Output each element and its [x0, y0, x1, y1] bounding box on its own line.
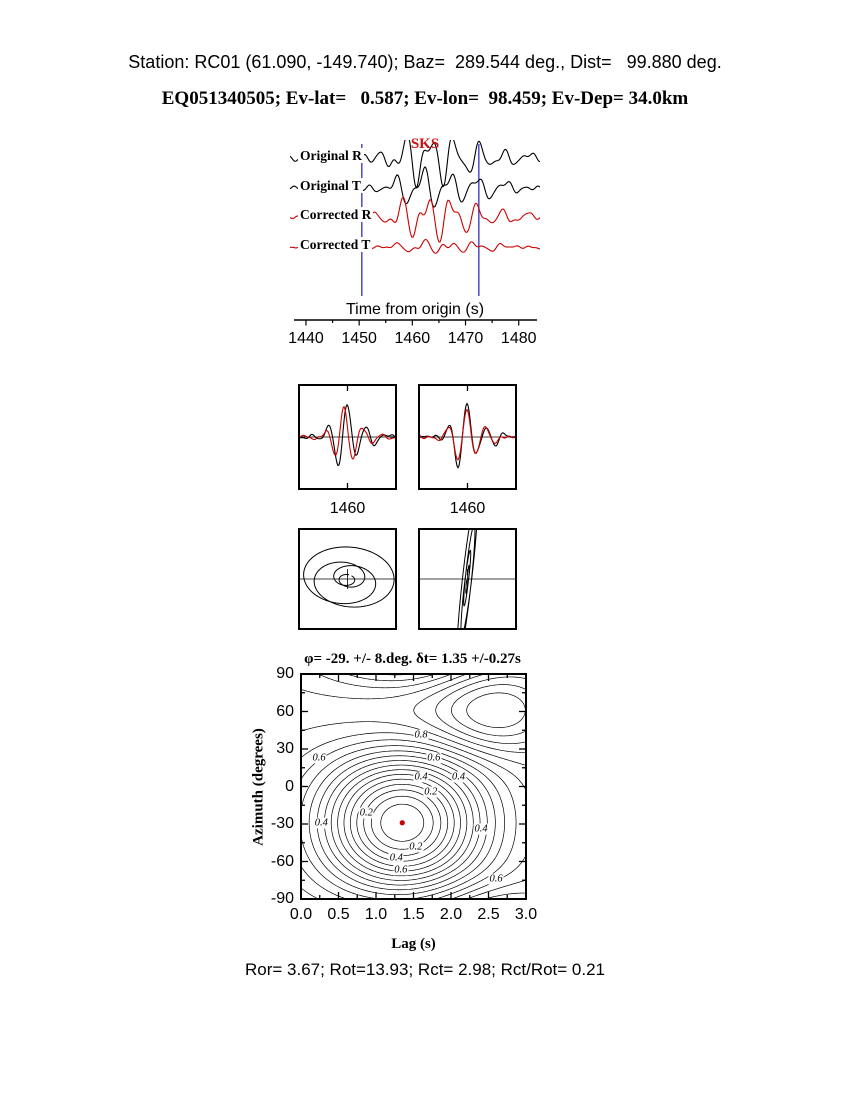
waveform-panel: SKS Original R Original T Corrected R Co… — [288, 136, 540, 352]
trace-label-corrected-t: Corrected T — [298, 237, 373, 252]
lag-tick-label: 0.0 — [289, 906, 313, 923]
misfit-contour-canvas — [300, 673, 527, 900]
time-tick-label: 1450 — [341, 330, 377, 347]
event-header: EQ051340505; Ev-lat= 0.587; Ev-lon= 98.4… — [161, 88, 689, 109]
azimuth-tick-label: 90 — [276, 665, 294, 682]
azimuth-tick-label: -30 — [270, 815, 294, 832]
particle-motion-corrected-canvas — [418, 528, 517, 630]
time-tick-label: 1480 — [500, 330, 537, 347]
azimuth-tick-labels: 90 60 30 0 -30 -60 -90 — [248, 665, 294, 907]
windowed-waveform-box-right — [418, 384, 517, 490]
trace-label-original-r: Original R — [298, 148, 364, 163]
waveform-canvas — [290, 136, 540, 328]
lag-tick-label: 3.0 — [514, 906, 538, 923]
lag-tick-labels: 0.0 0.5 1.0 1.5 2.0 2.5 3.0 — [290, 906, 537, 924]
time-axis-title: Time from origin (s) — [345, 301, 485, 318]
window-tick-label-right: 1460 — [449, 500, 486, 517]
azimuth-tick-label: -60 — [270, 852, 294, 870]
lag-axis-label: Lag (s) — [391, 936, 436, 952]
azimuth-tick-label: 0 — [285, 777, 294, 795]
time-axis-tick-labels: 1440 1450 1460 1470 1480 — [288, 330, 540, 348]
time-tick-label: 1470 — [447, 330, 484, 347]
trace-label-corrected-r: Corrected R — [298, 207, 374, 222]
azimuth-tick-label: -90 — [270, 890, 294, 907]
window-tick-label-left: 1460 — [329, 500, 366, 517]
splitting-result-title: φ= -29. +/- 8.deg. δt= 1.35 +/-0.27s — [304, 651, 521, 667]
particle-motion-original-canvas — [298, 528, 397, 630]
lag-tick-label: 2.0 — [439, 906, 463, 923]
azimuth-tick-label: 60 — [276, 702, 294, 720]
stats-footer: Ror= 3.67; Rot=13.93; Rct= 2.98; Rct/Rot… — [244, 960, 606, 979]
lag-tick-label: 0.5 — [327, 906, 350, 923]
lag-tick-label: 1.0 — [364, 906, 388, 923]
trace-label-original-t: Original T — [298, 178, 363, 193]
windowed-waveform-box-left — [298, 384, 397, 490]
lag-tick-label: 1.5 — [402, 906, 425, 923]
azimuth-tick-label: 30 — [276, 740, 294, 757]
phase-label: SKS — [410, 136, 440, 152]
lag-tick-label: 2.5 — [477, 906, 500, 923]
time-tick-label: 1440 — [288, 330, 324, 347]
time-tick-label: 1460 — [394, 330, 431, 347]
station-header: Station: RC01 (61.090, -149.740); Baz= 2… — [128, 52, 722, 72]
